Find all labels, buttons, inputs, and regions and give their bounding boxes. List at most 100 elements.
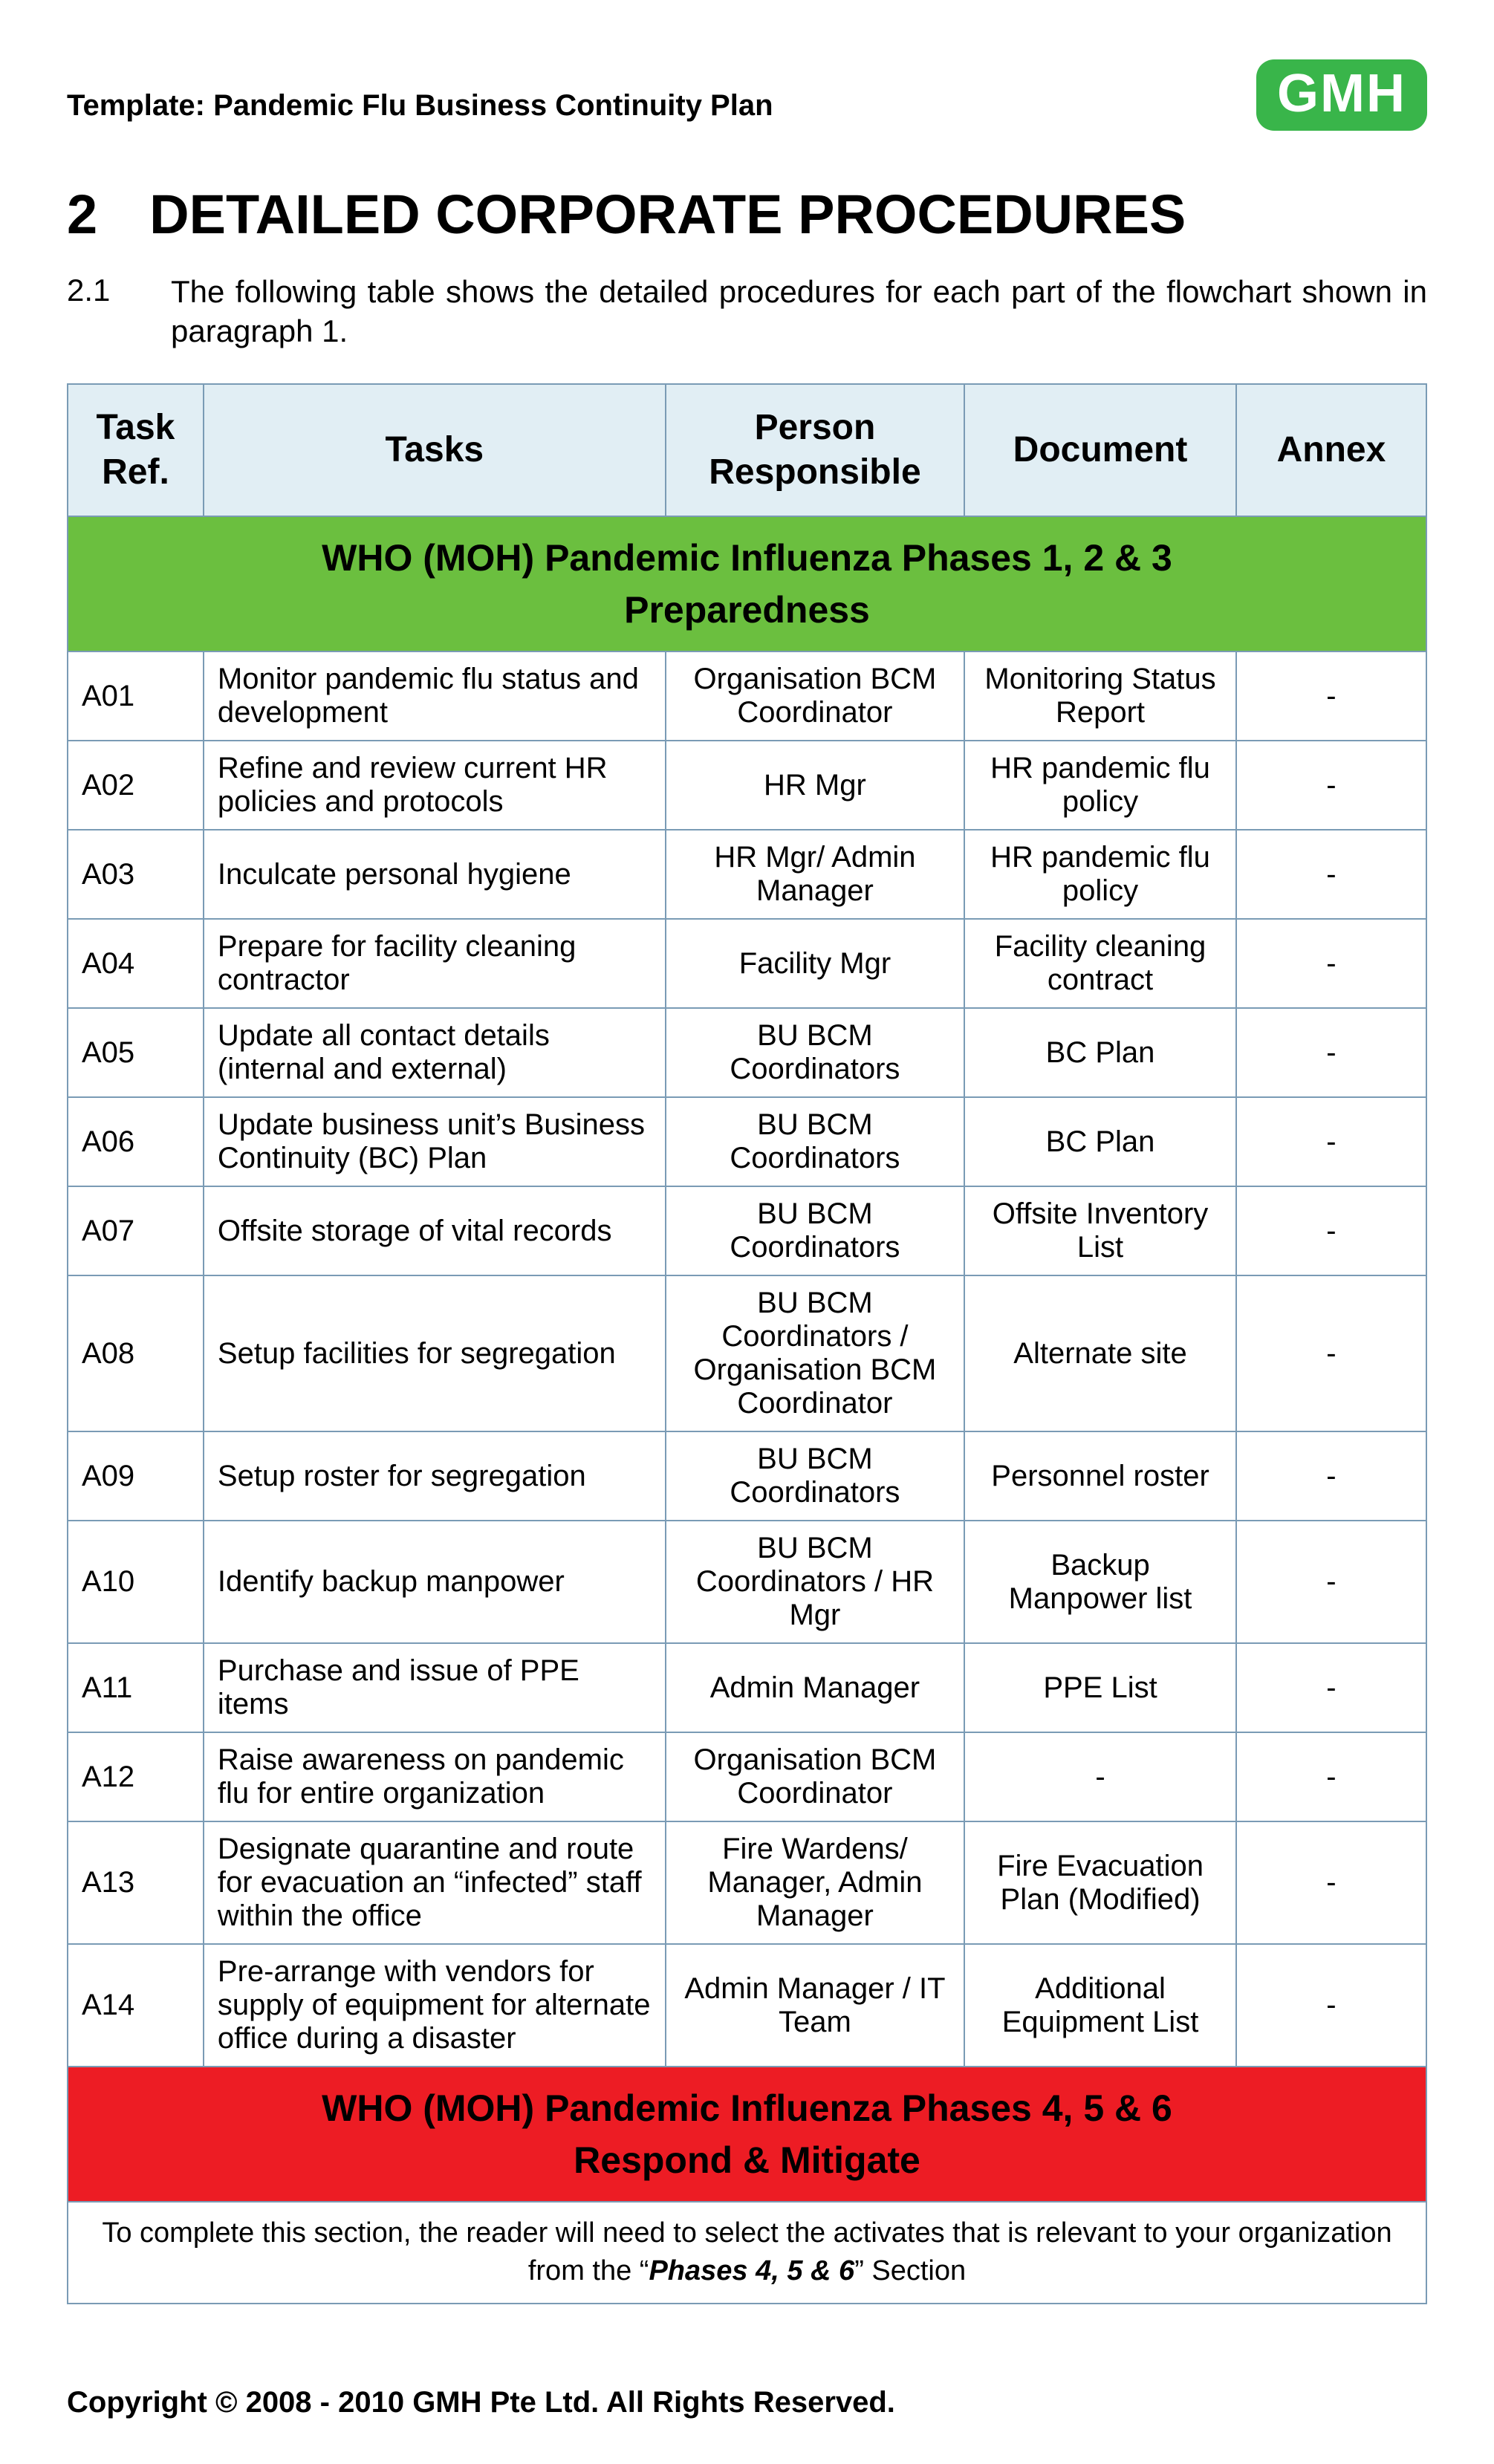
note-row: To complete this section, the reader wil… bbox=[68, 2202, 1426, 2304]
phase-red-row: WHO (MOH) Pandemic Influenza Phases 4, 5… bbox=[68, 2067, 1426, 2202]
section-number: 2 bbox=[67, 183, 97, 246]
cell-document: - bbox=[964, 1732, 1236, 1821]
phase-red-cell: WHO (MOH) Pandemic Influenza Phases 4, 5… bbox=[68, 2067, 1426, 2202]
cell-responsible: HR Mgr bbox=[666, 741, 964, 830]
cell-task: Inculcate personal hygiene bbox=[204, 830, 666, 919]
cell-responsible: BU BCM Coordinators bbox=[666, 1097, 964, 1186]
cell-responsible: Admin Manager / IT Team bbox=[666, 1944, 964, 2067]
table-row: A05Update all contact details (internal … bbox=[68, 1008, 1426, 1097]
cell-annex: - bbox=[1236, 1186, 1426, 1275]
col-header-ref: Task Ref. bbox=[68, 384, 204, 516]
procedures-table: Task Ref. Tasks Person Responsible Docum… bbox=[67, 383, 1427, 2304]
cell-task: Monitor pandemic flu status and developm… bbox=[204, 651, 666, 741]
table-row: A03Inculcate personal hygieneHR Mgr/ Adm… bbox=[68, 830, 1426, 919]
phase-green-cell: WHO (MOH) Pandemic Influenza Phases 1, 2… bbox=[68, 516, 1426, 651]
cell-ref: A03 bbox=[68, 830, 204, 919]
table-row: A13Designate quarantine and route for ev… bbox=[68, 1821, 1426, 1944]
cell-task: Update all contact details (internal and… bbox=[204, 1008, 666, 1097]
cell-task: Prepare for facility cleaning contractor bbox=[204, 919, 666, 1008]
cell-ref: A06 bbox=[68, 1097, 204, 1186]
cell-ref: A14 bbox=[68, 1944, 204, 2067]
cell-annex: - bbox=[1236, 1821, 1426, 1944]
cell-task: Identify backup manpower bbox=[204, 1521, 666, 1643]
cell-ref: A10 bbox=[68, 1521, 204, 1643]
cell-ref: A05 bbox=[68, 1008, 204, 1097]
cell-ref: A09 bbox=[68, 1431, 204, 1521]
table-header-row: Task Ref. Tasks Person Responsible Docum… bbox=[68, 384, 1426, 516]
table-row: A04Prepare for facility cleaning contrac… bbox=[68, 919, 1426, 1008]
cell-ref: A04 bbox=[68, 919, 204, 1008]
table-row: A11Purchase and issue of PPE itemsAdmin … bbox=[68, 1643, 1426, 1732]
cell-responsible: BU BCM Coordinators bbox=[666, 1431, 964, 1521]
table-row: A10Identify backup manpowerBU BCM Coordi… bbox=[68, 1521, 1426, 1643]
col-header-document: Document bbox=[964, 384, 1236, 516]
phase-green-line1: WHO (MOH) Pandemic Influenza Phases 1, 2… bbox=[77, 532, 1417, 584]
cell-annex: - bbox=[1236, 1431, 1426, 1521]
cell-document: Backup Manpower list bbox=[964, 1521, 1236, 1643]
cell-task: Update business unit’s Business Continui… bbox=[204, 1097, 666, 1186]
col-header-tasks: Tasks bbox=[204, 384, 666, 516]
cell-annex: - bbox=[1236, 1275, 1426, 1431]
page-header: Template: Pandemic Flu Business Continui… bbox=[67, 59, 1427, 131]
section-title: DETAILED CORPORATE PROCEDURES bbox=[149, 183, 1186, 246]
cell-annex: - bbox=[1236, 919, 1426, 1008]
cell-annex: - bbox=[1236, 741, 1426, 830]
cell-responsible: BU BCM Coordinators / HR Mgr bbox=[666, 1521, 964, 1643]
cell-task: Raise awareness on pandemic flu for enti… bbox=[204, 1732, 666, 1821]
section-heading: 2 DETAILED CORPORATE PROCEDURES bbox=[67, 183, 1427, 246]
cell-document: Fire Evacuation Plan (Modified) bbox=[964, 1821, 1236, 1944]
cell-responsible: BU BCM Coordinators bbox=[666, 1008, 964, 1097]
cell-task: Setup facilities for segregation bbox=[204, 1275, 666, 1431]
phase-green-line2: Preparedness bbox=[77, 584, 1417, 636]
cell-document: HR pandemic flu policy bbox=[964, 741, 1236, 830]
cell-document: Additional Equipment List bbox=[964, 1944, 1236, 2067]
table-row: A14Pre-arrange with vendors for supply o… bbox=[68, 1944, 1426, 2067]
cell-annex: - bbox=[1236, 1944, 1426, 2067]
cell-responsible: BU BCM Coordinators bbox=[666, 1186, 964, 1275]
cell-ref: A11 bbox=[68, 1643, 204, 1732]
cell-task: Offsite storage of vital records bbox=[204, 1186, 666, 1275]
cell-annex: - bbox=[1236, 1521, 1426, 1643]
cell-annex: - bbox=[1236, 1097, 1426, 1186]
cell-annex: - bbox=[1236, 1643, 1426, 1732]
cell-responsible: HR Mgr/ Admin Manager bbox=[666, 830, 964, 919]
cell-document: Alternate site bbox=[964, 1275, 1236, 1431]
cell-annex: - bbox=[1236, 830, 1426, 919]
cell-document: HR pandemic flu policy bbox=[964, 830, 1236, 919]
phase-red-line1: WHO (MOH) Pandemic Influenza Phases 4, 5… bbox=[77, 2082, 1417, 2134]
table-row: A01Monitor pandemic flu status and devel… bbox=[68, 651, 1426, 741]
table-row: A08Setup facilities for segregationBU BC… bbox=[68, 1275, 1426, 1431]
template-title: Template: Pandemic Flu Business Continui… bbox=[67, 59, 773, 123]
col-header-responsible: Person Responsible bbox=[666, 384, 964, 516]
copyright-footer: Copyright © 2008 - 2010 GMH Pte Ltd. All… bbox=[67, 2386, 1427, 2419]
cell-document: Monitoring Status Report bbox=[964, 651, 1236, 741]
gmh-logo: GMH bbox=[1256, 59, 1427, 131]
phase-green-row: WHO (MOH) Pandemic Influenza Phases 1, 2… bbox=[68, 516, 1426, 651]
table-row: A06Update business unit’s Business Conti… bbox=[68, 1097, 1426, 1186]
cell-ref: A12 bbox=[68, 1732, 204, 1821]
cell-document: BC Plan bbox=[964, 1097, 1236, 1186]
cell-task: Pre-arrange with vendors for supply of e… bbox=[204, 1944, 666, 2067]
cell-ref: A08 bbox=[68, 1275, 204, 1431]
intro-number: 2.1 bbox=[67, 273, 119, 351]
note-cell: To complete this section, the reader wil… bbox=[68, 2202, 1426, 2304]
note-italic: Phases 4, 5 & 6 bbox=[649, 2255, 854, 2286]
cell-responsible: Facility Mgr bbox=[666, 919, 964, 1008]
cell-ref: A07 bbox=[68, 1186, 204, 1275]
cell-task: Setup roster for segregation bbox=[204, 1431, 666, 1521]
cell-document: Facility cleaning contract bbox=[964, 919, 1236, 1008]
cell-responsible: BU BCM Coordinators / Organisation BCM C… bbox=[666, 1275, 964, 1431]
table-row: A09Setup roster for segregationBU BCM Co… bbox=[68, 1431, 1426, 1521]
col-header-annex: Annex bbox=[1236, 384, 1426, 516]
cell-task: Purchase and issue of PPE items bbox=[204, 1643, 666, 1732]
cell-responsible: Admin Manager bbox=[666, 1643, 964, 1732]
cell-document: Personnel roster bbox=[964, 1431, 1236, 1521]
cell-ref: A13 bbox=[68, 1821, 204, 1944]
cell-responsible: Organisation BCM Coordinator bbox=[666, 651, 964, 741]
table-row: A02Refine and review current HR policies… bbox=[68, 741, 1426, 830]
intro-paragraph: 2.1 The following table shows the detail… bbox=[67, 273, 1427, 351]
cell-ref: A01 bbox=[68, 651, 204, 741]
phase-red-line2: Respond & Mitigate bbox=[77, 2134, 1417, 2186]
cell-annex: - bbox=[1236, 1008, 1426, 1097]
intro-text: The following table shows the detailed p… bbox=[171, 273, 1427, 351]
